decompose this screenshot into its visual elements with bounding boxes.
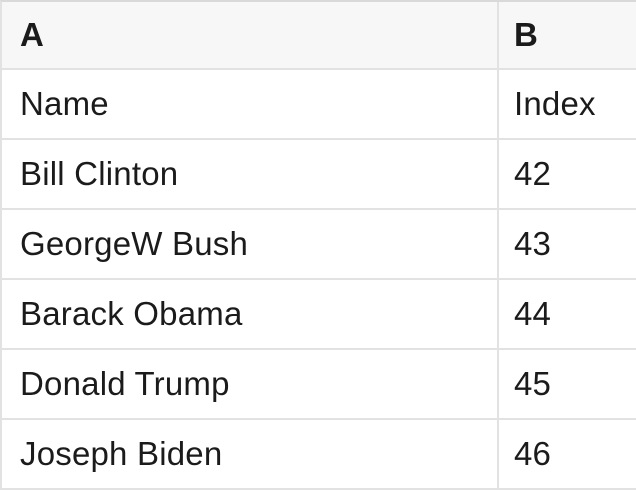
- table-row: Joseph Biden 46: [2, 420, 636, 490]
- cell-name-header[interactable]: Name: [2, 70, 499, 138]
- cell-name[interactable]: Barack Obama: [2, 280, 499, 348]
- cell-index-header[interactable]: Index: [514, 85, 596, 122]
- table-row: Name Index: [2, 70, 636, 140]
- cell-index[interactable]: 46: [514, 435, 552, 472]
- column-header-row: A B: [2, 2, 636, 70]
- cell-index[interactable]: 42: [514, 155, 552, 192]
- cell-index[interactable]: 43: [514, 225, 552, 262]
- column-header-b[interactable]: B: [514, 16, 539, 53]
- cell-name[interactable]: GeorgeW Bush: [2, 210, 499, 278]
- cell-name[interactable]: Joseph Biden: [2, 420, 499, 488]
- cell-index[interactable]: 44: [514, 295, 552, 332]
- column-header-a[interactable]: A: [2, 2, 499, 68]
- table-row: Bill Clinton 42: [2, 140, 636, 210]
- cell-index[interactable]: 45: [514, 365, 552, 402]
- table-row: GeorgeW Bush 43: [2, 210, 636, 280]
- cell-name[interactable]: Donald Trump: [2, 350, 499, 418]
- cell-name[interactable]: Bill Clinton: [2, 140, 499, 208]
- table-row: Donald Trump 45: [2, 350, 636, 420]
- table-row: Barack Obama 44: [2, 280, 636, 350]
